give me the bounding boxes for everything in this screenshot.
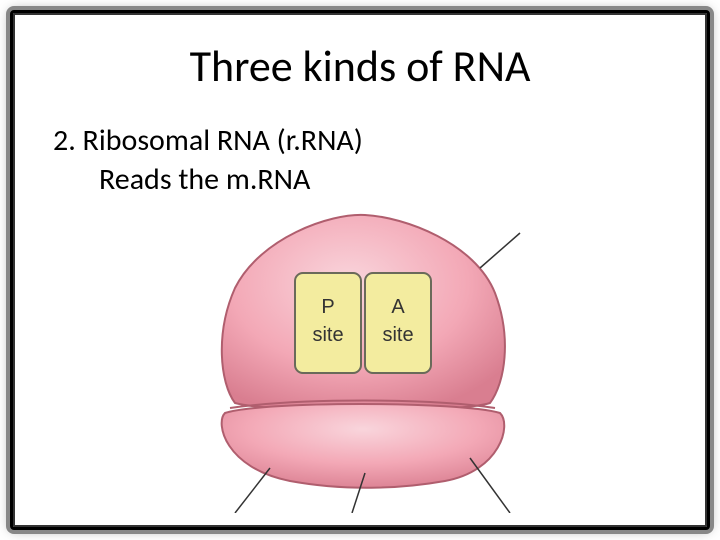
leader-line-right <box>470 458 510 513</box>
a-site-label-top: A <box>391 296 405 318</box>
slide-title: Three kinds of RNA <box>53 39 667 93</box>
large-subunit-shape <box>222 215 505 411</box>
leader-line-left <box>235 468 270 513</box>
p-site-box <box>295 273 361 373</box>
body-text: 2. Ribosomal RNA (r.RNA) Reads the m.RNA <box>53 121 667 199</box>
point-heading: 2. Ribosomal RNA (r.RNA) <box>53 121 667 160</box>
slide-frame: Three kinds of RNA 2. Ribosomal RNA (r.R… <box>10 10 710 530</box>
a-site-label-bottom: site <box>382 324 413 346</box>
p-site-label-top: P <box>321 296 334 318</box>
ribosome-diagram: P site A site <box>180 213 540 513</box>
point-detail: Reads the m.RNA <box>99 160 667 199</box>
leader-line-top-right <box>480 233 520 268</box>
ribosome-svg: P site A site <box>180 213 540 513</box>
a-site-box <box>365 273 431 373</box>
p-site-label-bottom: site <box>312 324 343 346</box>
